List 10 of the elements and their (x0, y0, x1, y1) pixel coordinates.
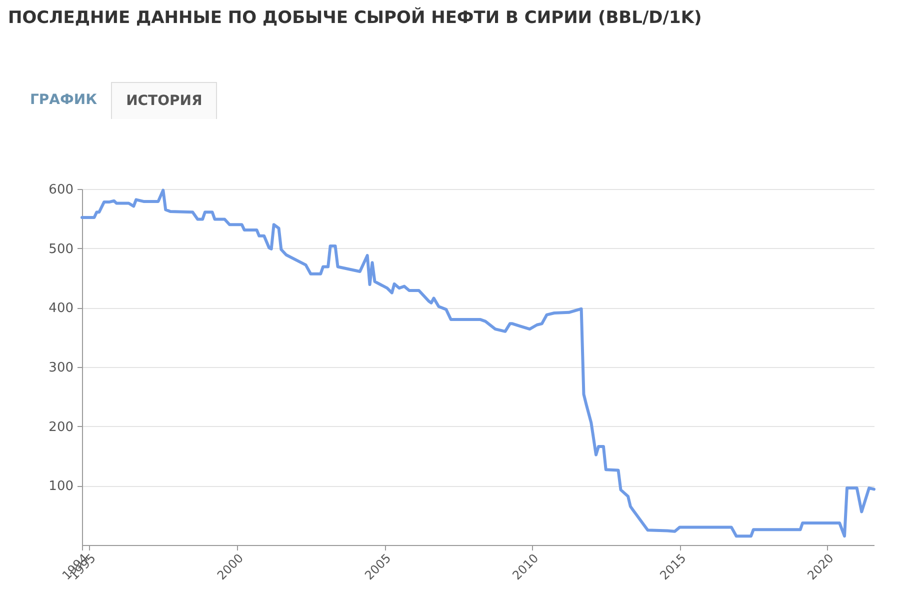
y-tick-label: 300 (48, 360, 74, 376)
y-tick-label: 600 (48, 182, 74, 198)
text: ИСТОРИЯ (111, 82, 218, 119)
y-tick-label: 100 (48, 479, 74, 494)
y-tick-label: 200 (48, 420, 74, 435)
line-series (80, 188, 876, 538)
text: ГРАФИК (29, 91, 98, 110)
y-tick-label: 400 (48, 301, 74, 316)
y-tick-label: 500 (48, 242, 74, 257)
chart-title: ПОСЛЕДНИЕ ДАННЫЕ ПО ДОБЫЧЕ СЫРОЙ НЕФТИ В СИРИИ (BBL/D/1K) (8, 8, 702, 28)
